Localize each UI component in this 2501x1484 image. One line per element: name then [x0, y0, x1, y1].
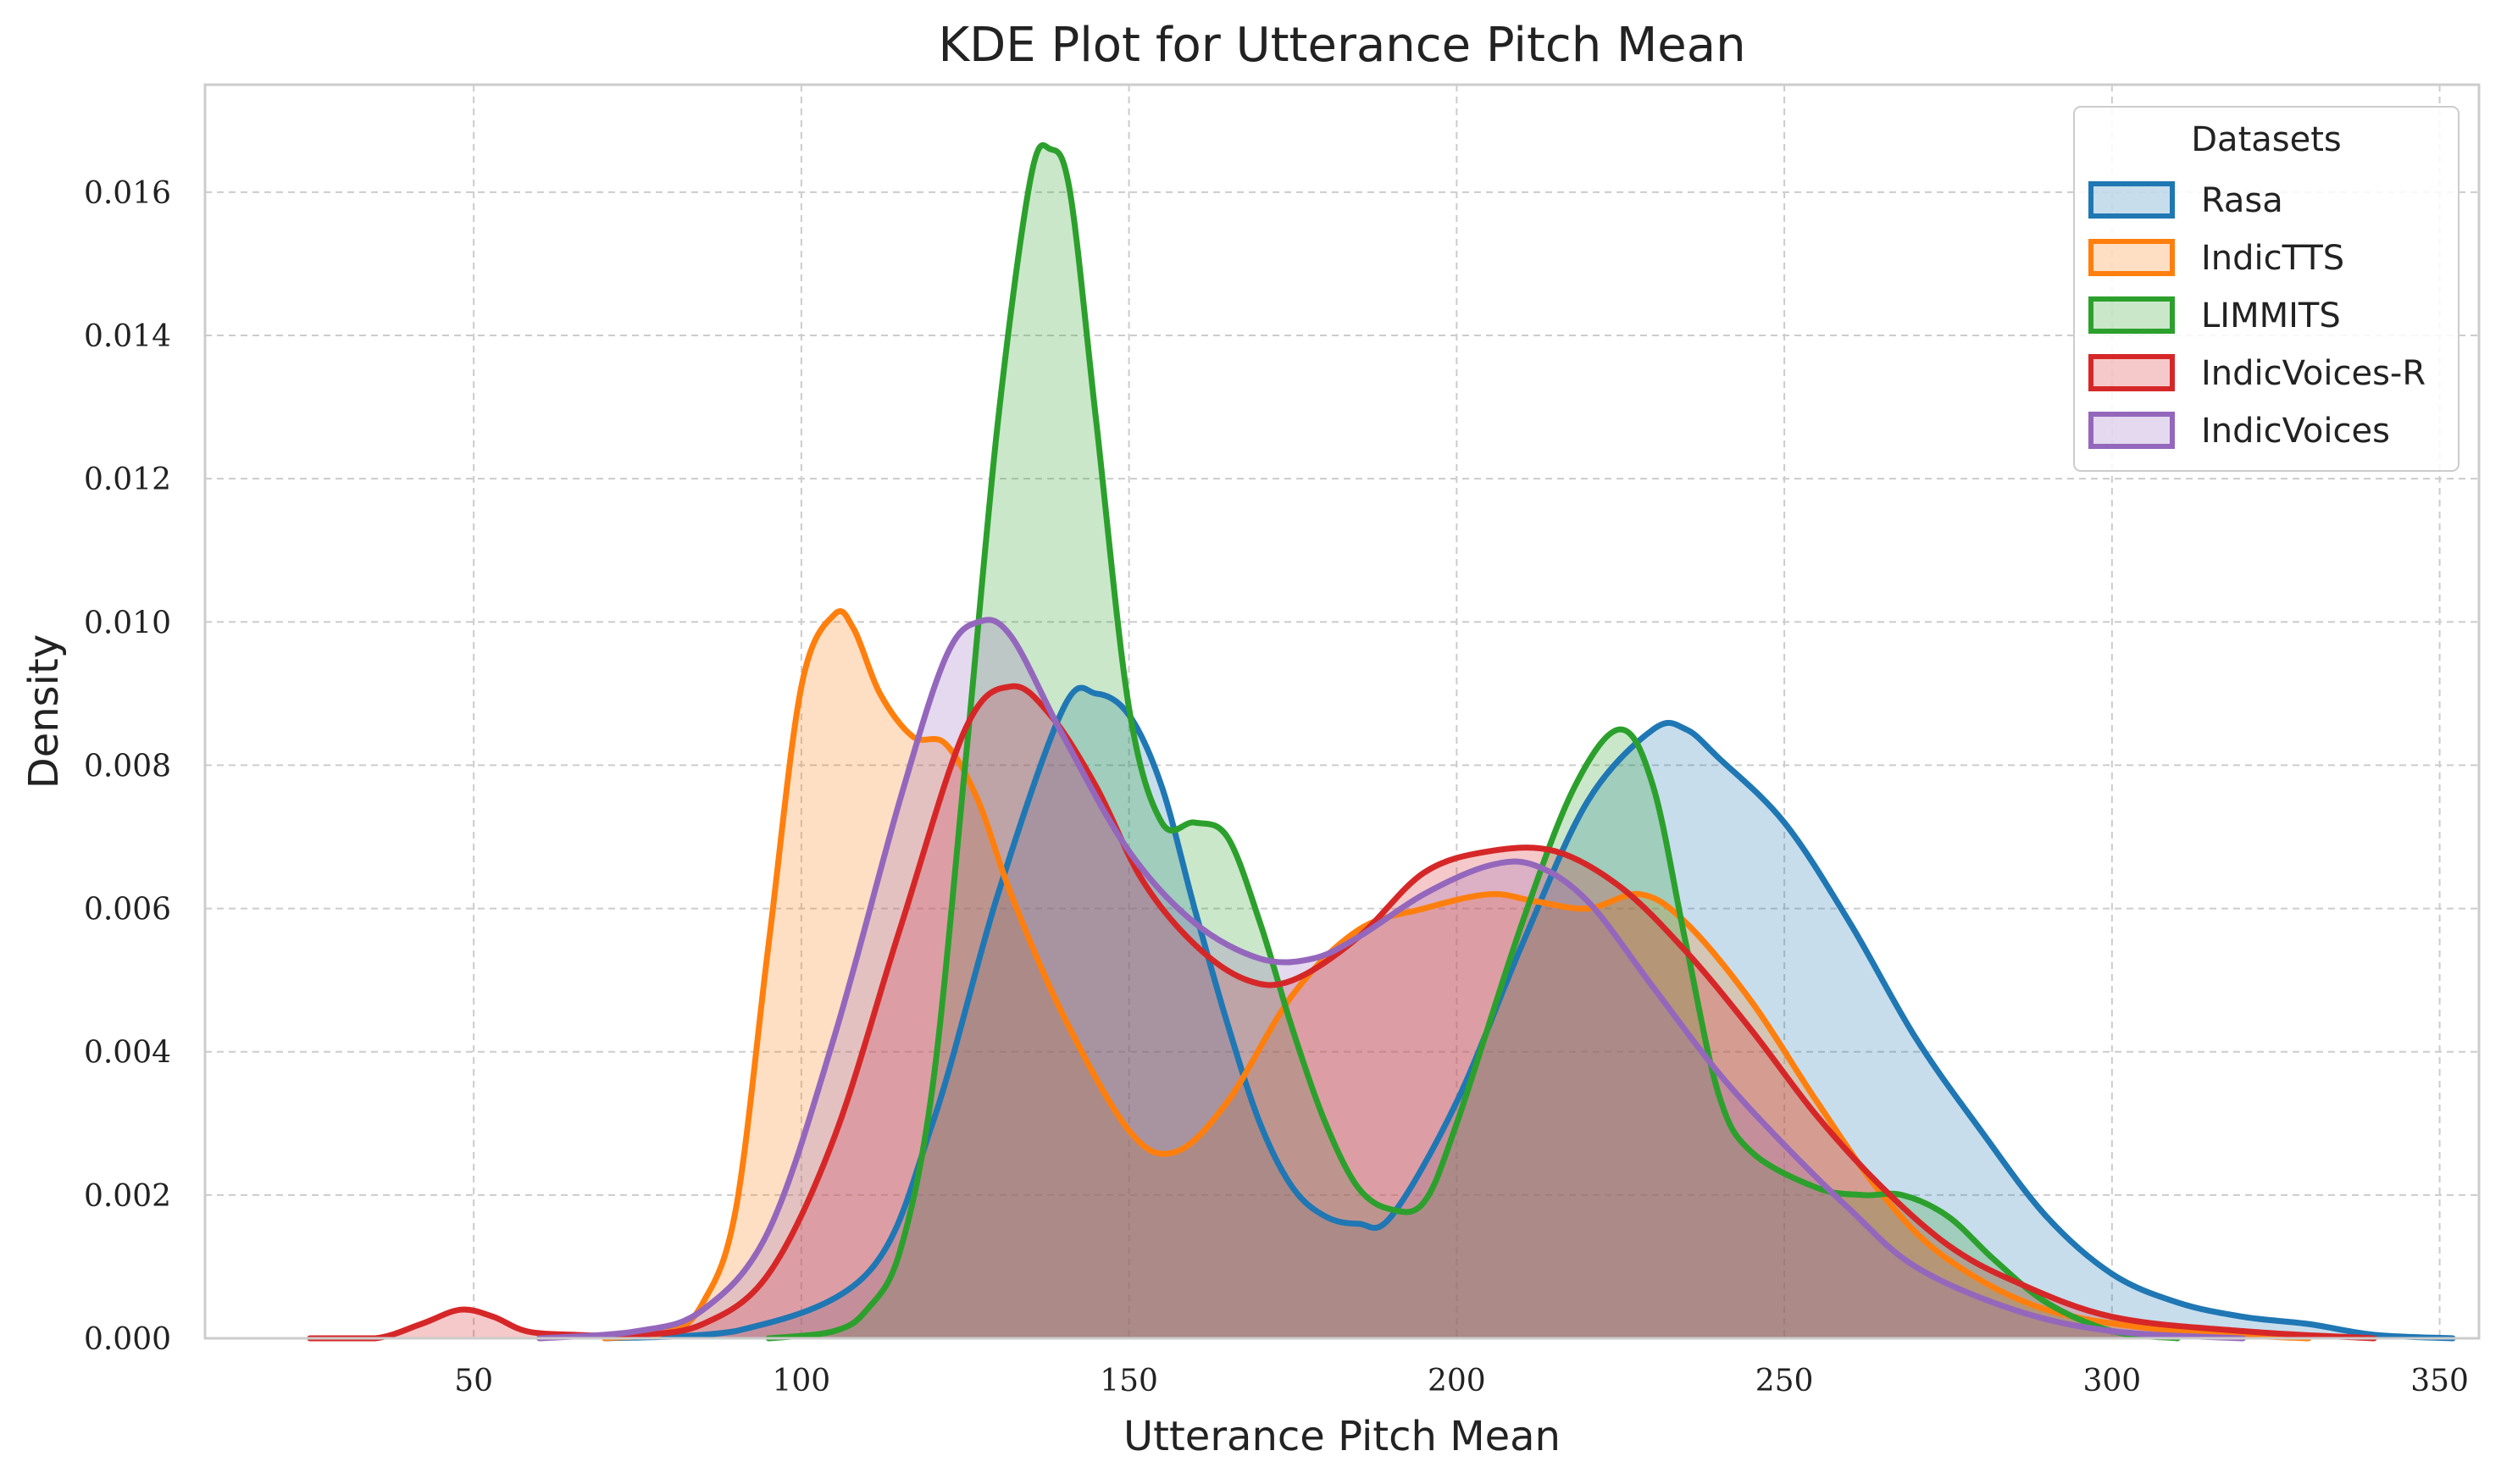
series-line-rasa [602, 684, 2456, 1342]
y-tick-label: 0.000 [84, 1322, 171, 1357]
y-tick-labels: 0.000 0.002 0.004 0.006 0.008 0.010 0.012 0.014… [84, 176, 171, 1357]
x-tick-label: 250 [1755, 1364, 1814, 1398]
series-fill-limmits [768, 145, 2178, 1338]
legend-label: IndicTTS [2201, 239, 2344, 278]
x-tick-label: 350 [2410, 1364, 2469, 1398]
legend-label: IndicVoices-R [2201, 354, 2426, 393]
series-fill-indicvoices-r [309, 686, 2375, 1338]
x-tick-label: 200 [1428, 1364, 1486, 1398]
plot-frame [203, 83, 2481, 1340]
x-axis-label: Utterance Pitch Mean [1123, 1413, 1561, 1460]
legend-label: Rasa [2201, 181, 2283, 220]
y-tick-label: 0.012 [84, 462, 171, 497]
legend: Datasets Rasa IndicTTS LIMMITS IndicVoices-… [2073, 106, 2459, 472]
density-fills [309, 145, 2454, 1338]
y-tick-label: 0.016 [84, 176, 171, 211]
legend-label: IndicVoices [2201, 412, 2390, 451]
legend-item-limmits: LIMMITS [2088, 296, 2341, 335]
chart-title: KDE Plot for Utterance Pitch Mean [938, 18, 1745, 73]
legend-swatch [2088, 296, 2175, 334]
legend-swatch [2088, 412, 2175, 449]
legend-item-indicvoices-r: IndicVoices-R [2088, 354, 2426, 393]
series-line-limmits [765, 141, 2181, 1342]
x-tick-label: 100 [773, 1364, 831, 1398]
y-tick-label: 0.014 [84, 319, 171, 354]
y-tick-label: 0.010 [84, 606, 171, 640]
y-tick-label: 0.004 [84, 1036, 171, 1071]
y-tick-label: 0.008 [84, 749, 171, 784]
legend-item-indictts: IndicTTS [2088, 239, 2344, 278]
y-tick-label: 0.006 [84, 893, 171, 928]
series-fill-indicvoices [539, 619, 2243, 1338]
legend-swatch [2088, 239, 2175, 276]
x-tick-label: 300 [2082, 1364, 2141, 1398]
legend-swatch [2088, 354, 2175, 391]
series-fill-rasa [604, 687, 2454, 1338]
series-line-indicvoices [536, 617, 2246, 1342]
density-lines [307, 141, 2456, 1342]
series-line-indictts [602, 608, 2312, 1342]
legend-swatch [2088, 181, 2175, 219]
series-fill-indictts [604, 611, 2309, 1338]
x-tick-labels: 50 100 150 200 250 300 350 [454, 1364, 2469, 1398]
legend-item-indicvoices: IndicVoices [2088, 412, 2390, 451]
y-tick-label: 0.002 [84, 1179, 171, 1214]
x-tick-label: 150 [1100, 1364, 1158, 1398]
x-tick-label: 50 [454, 1364, 493, 1398]
legend-item-rasa: Rasa [2088, 181, 2283, 220]
legend-items: Rasa IndicTTS LIMMITS IndicVoices-R IndicVoi… [2088, 181, 2426, 451]
legend-title: Datasets [2191, 120, 2341, 159]
legend-label: LIMMITS [2201, 296, 2341, 335]
y-axis-label: Density [20, 634, 68, 789]
